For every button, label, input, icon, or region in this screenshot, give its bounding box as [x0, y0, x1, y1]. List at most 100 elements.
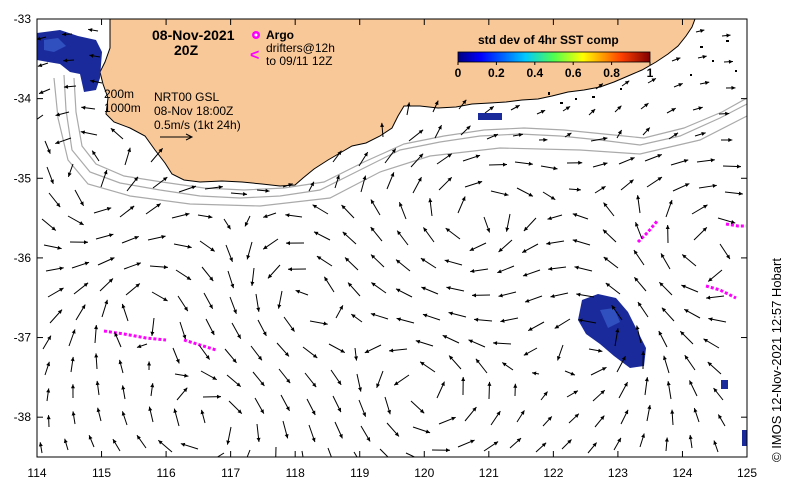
- current-arrow: [282, 183, 293, 188]
- current-arrow: [490, 410, 501, 426]
- current-arrow: [136, 343, 148, 349]
- current-arrow: [44, 361, 51, 376]
- current-arrow: [262, 238, 279, 250]
- current-arrow: [588, 348, 603, 353]
- current-arrow: [380, 122, 385, 138]
- current-arrow: [661, 307, 675, 322]
- current-arrow: [490, 190, 509, 197]
- current-arrow: [91, 150, 100, 162]
- current-arrow: [540, 391, 548, 401]
- current-arrow: [696, 158, 715, 163]
- current-arrow: [287, 267, 307, 272]
- current-arrow: [688, 434, 693, 449]
- current-arrow: [370, 226, 383, 242]
- current-arrow: [448, 311, 467, 318]
- current-arrow: [81, 105, 96, 110]
- x-axis: 114 115 116 117 118 119 120 121 122 123 124 125: [27, 19, 757, 480]
- x-tick-label: 122: [543, 466, 563, 480]
- current-arrow: [442, 334, 460, 344]
- current-arrow: [457, 439, 475, 448]
- current-arrow: [505, 213, 511, 232]
- current-arrow: [246, 449, 251, 457]
- current-arrow: [668, 132, 679, 140]
- current-arrow: [576, 292, 595, 298]
- current-arrow: [616, 129, 623, 139]
- current-arrow: [55, 111, 70, 117]
- current-arrow: [342, 231, 357, 245]
- colorbar: [457, 51, 651, 63]
- x-tick-label: 117: [221, 466, 240, 480]
- current-arrow: [572, 213, 589, 220]
- current-arrow: [179, 321, 187, 340]
- current-arrow: [493, 341, 512, 346]
- drifter-track-1: [103, 329, 167, 342]
- current-arrow: [699, 80, 710, 85]
- current-arrow: [46, 388, 51, 402]
- current-arrow: [230, 192, 248, 197]
- current-arrow: [703, 338, 720, 349]
- current-arrow: [176, 387, 188, 401]
- current-arrow: [256, 188, 270, 193]
- current-arrow: [572, 239, 591, 246]
- current-arrow: [173, 408, 180, 427]
- current-arrow: [488, 162, 508, 167]
- current-arrow: [564, 370, 576, 376]
- current-arrow: [707, 361, 722, 375]
- current-arrow: [152, 176, 168, 189]
- current-arrow: [393, 374, 410, 386]
- current-arrow: [697, 54, 707, 59]
- current-arrow: [673, 83, 683, 88]
- current-arrow: [613, 437, 622, 451]
- y-tick-label: -35: [14, 171, 32, 185]
- y-axis: -33 -34 -35 -36 -37 -38: [14, 12, 747, 424]
- current-arrow: [124, 147, 131, 166]
- current-arrow: [618, 157, 635, 165]
- current-arrow: [633, 249, 645, 266]
- current-arrow: [63, 58, 75, 63]
- current-arrow: [150, 147, 164, 163]
- sst-patch-small: [478, 113, 502, 120]
- current-arrow: [620, 409, 629, 425]
- current-arrow: [434, 124, 442, 139]
- current-arrow: [644, 154, 662, 162]
- current-arrow: [683, 308, 701, 319]
- current-arrow: [358, 399, 367, 417]
- current-arrow: [605, 282, 621, 295]
- current-arrow: [37, 36, 47, 41]
- current-arrow: [428, 198, 433, 217]
- current-arrow: [252, 371, 265, 387]
- current-arrow: [722, 164, 742, 169]
- current-arrow: [228, 400, 243, 415]
- current-arrow: [521, 243, 539, 254]
- current-arrow: [436, 153, 453, 165]
- current-arrow: [550, 292, 569, 298]
- x-tick-label: 114: [27, 466, 46, 480]
- current-arrow: [724, 191, 743, 196]
- current-arrow: [641, 350, 646, 370]
- current-arrow: [658, 281, 673, 296]
- current-arrow: [224, 348, 237, 364]
- current-arrow: [121, 303, 129, 322]
- current-arrow: [422, 313, 441, 321]
- current-arrow: [717, 217, 736, 224]
- current-arrow: [639, 433, 645, 448]
- current-arrow: [94, 325, 99, 344]
- colorbar-title: std dev of 4hr SST comp: [478, 33, 619, 47]
- colorbar-ticks: 0 0.2 0.4 0.6 0.8 1: [455, 62, 654, 80]
- drifter-label-1: drifters@12h: [266, 41, 335, 55]
- current-arrow: [384, 148, 397, 164]
- current-arrow: [438, 416, 456, 425]
- credit-label: © IMOS 12-Nov-2021 12:57 Hobart: [769, 258, 784, 462]
- current-arrow: [594, 415, 605, 428]
- current-arrow: [633, 276, 647, 292]
- current-arrow: [347, 282, 361, 297]
- current-arrow: [47, 287, 64, 298]
- current-arrow: [216, 452, 225, 457]
- current-arrow: [354, 347, 359, 361]
- current-arrow: [93, 207, 112, 214]
- current-arrow: [313, 231, 331, 241]
- current-arrow: [71, 261, 90, 269]
- current-arrow: [95, 380, 100, 396]
- current-arrow: [635, 222, 643, 240]
